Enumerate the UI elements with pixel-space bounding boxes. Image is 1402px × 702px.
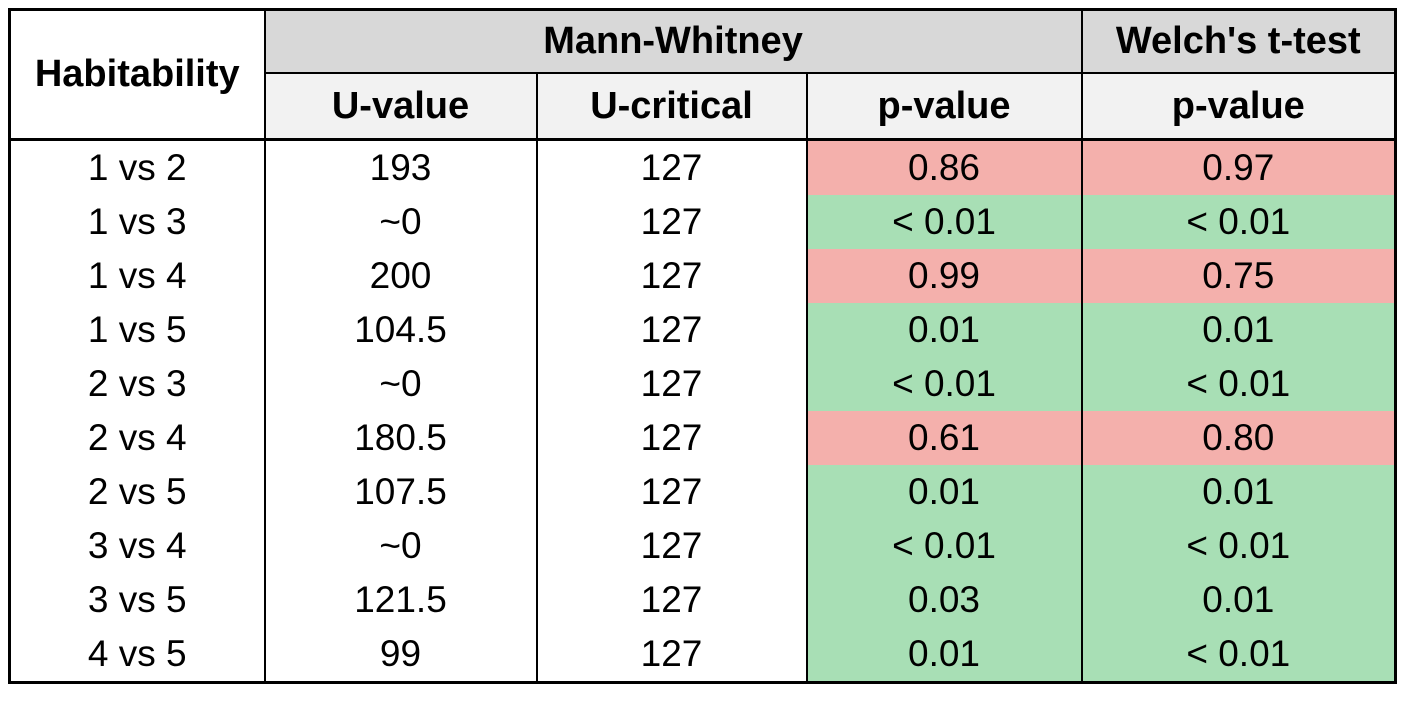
cell-u-critical: 127	[535, 519, 808, 573]
cell-u-value: 104.5	[263, 303, 538, 357]
cell-u-critical: 127	[535, 195, 808, 249]
cell-comparison: 1 vs 2	[8, 139, 266, 195]
group-header-row: Habitability Mann-Whitney Welch's t-test	[8, 8, 1397, 141]
cell-comparison: 2 vs 3	[8, 357, 266, 411]
cell-mw-p-value: < 0.01	[805, 195, 1083, 249]
cell-mw-p-value: 0.99	[805, 249, 1083, 303]
table-row: 1 vs 2 193 127 0.86 0.97	[8, 139, 1397, 195]
table-row: 1 vs 3 ~0 127 < 0.01 < 0.01	[8, 195, 1397, 249]
cell-mw-p-value: 0.01	[805, 465, 1083, 519]
cell-u-critical: 127	[535, 627, 808, 683]
cell-u-critical: 127	[535, 357, 808, 411]
habitability-stats-table: Habitability Mann-Whitney Welch's t-test…	[8, 8, 1398, 684]
header-welchs-t-test: Welch's t-test	[1080, 8, 1397, 74]
cell-welch-p-value: < 0.01	[1080, 627, 1397, 683]
cell-u-critical: 127	[535, 303, 808, 357]
cell-comparison: 2 vs 4	[8, 411, 266, 465]
cell-comparison: 1 vs 5	[8, 303, 266, 357]
cell-comparison: 4 vs 5	[8, 627, 266, 683]
table-row: 3 vs 4 ~0 127 < 0.01 < 0.01	[8, 519, 1397, 573]
cell-u-critical: 127	[535, 249, 808, 303]
cell-welch-p-value: < 0.01	[1080, 519, 1397, 573]
cell-welch-p-value: 0.01	[1080, 465, 1397, 519]
cell-welch-p-value: 0.80	[1080, 411, 1397, 465]
cell-u-value: 200	[263, 249, 538, 303]
cell-mw-p-value: 0.01	[805, 303, 1083, 357]
cell-u-value: ~0	[263, 195, 538, 249]
cell-comparison: 2 vs 5	[8, 465, 266, 519]
cell-mw-p-value: 0.03	[805, 573, 1083, 627]
cell-u-value: ~0	[263, 519, 538, 573]
subheader-mw-p-value: p-value	[805, 73, 1083, 141]
cell-comparison: 3 vs 4	[8, 519, 266, 573]
cell-mw-p-value: 0.86	[805, 139, 1083, 195]
header-mann-whitney: Mann-Whitney	[263, 8, 1083, 74]
cell-comparison: 3 vs 5	[8, 573, 266, 627]
cell-u-critical: 127	[535, 411, 808, 465]
cell-u-critical: 127	[535, 573, 808, 627]
table-row: 2 vs 5 107.5 127 0.01 0.01	[8, 465, 1397, 519]
cell-u-value: ~0	[263, 357, 538, 411]
cell-u-value: 107.5	[263, 465, 538, 519]
cell-u-value: 193	[263, 139, 538, 195]
table-header: Habitability Mann-Whitney Welch's t-test…	[8, 8, 1397, 141]
table-row: 1 vs 5 104.5 127 0.01 0.01	[8, 303, 1397, 357]
cell-u-value: 121.5	[263, 573, 538, 627]
cell-welch-p-value: 0.75	[1080, 249, 1397, 303]
table-body: 1 vs 2 193 127 0.86 0.97 1 vs 3 ~0 127 <…	[8, 139, 1397, 683]
cell-comparison: 1 vs 4	[8, 249, 266, 303]
cell-mw-p-value: < 0.01	[805, 357, 1083, 411]
table-row: 2 vs 4 180.5 127 0.61 0.80	[8, 411, 1397, 465]
table-row: 2 vs 3 ~0 127 < 0.01 < 0.01	[8, 357, 1397, 411]
subheader-u-critical: U-critical	[535, 73, 808, 141]
table-row: 4 vs 5 99 127 0.01 < 0.01	[8, 627, 1397, 683]
subheader-welch-p-value: p-value	[1080, 73, 1397, 141]
cell-u-critical: 127	[535, 465, 808, 519]
cell-mw-p-value: 0.01	[805, 627, 1083, 683]
cell-u-critical: 127	[535, 139, 808, 195]
subheader-u-value: U-value	[263, 73, 538, 141]
cell-welch-p-value: 0.01	[1080, 573, 1397, 627]
cell-u-value: 99	[263, 627, 538, 683]
cell-comparison: 1 vs 3	[8, 195, 266, 249]
table-row: 3 vs 5 121.5 127 0.03 0.01	[8, 573, 1397, 627]
cell-mw-p-value: 0.61	[805, 411, 1083, 465]
cell-mw-p-value: < 0.01	[805, 519, 1083, 573]
cell-welch-p-value: 0.97	[1080, 139, 1397, 195]
table-row: 1 vs 4 200 127 0.99 0.75	[8, 249, 1397, 303]
cell-welch-p-value: < 0.01	[1080, 195, 1397, 249]
cell-u-value: 180.5	[263, 411, 538, 465]
header-habitability: Habitability	[8, 9, 266, 141]
sub-header-row: U-value U-critical p-value p-value	[10, 73, 1397, 141]
cell-welch-p-value: < 0.01	[1080, 357, 1397, 411]
cell-welch-p-value: 0.01	[1080, 303, 1397, 357]
